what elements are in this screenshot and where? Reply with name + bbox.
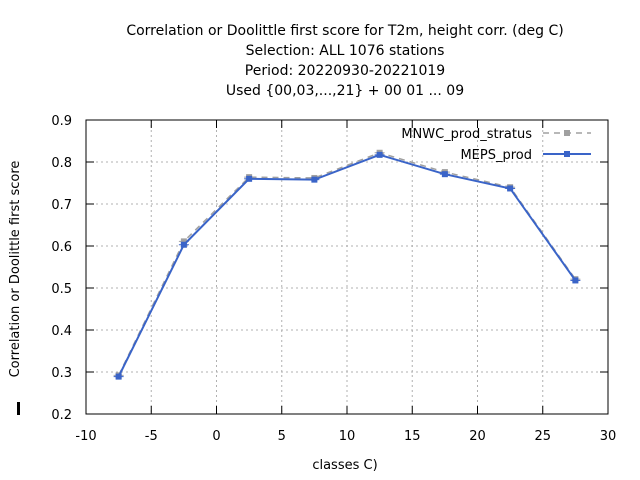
x-tick-label: -5 xyxy=(145,429,158,444)
y-tick-label: 0.7 xyxy=(51,198,72,213)
y-tick-label: 0.6 xyxy=(51,240,72,255)
y-tick-label: 0.2 xyxy=(51,408,72,423)
x-tick-label: 15 xyxy=(404,429,421,444)
series-line xyxy=(117,153,577,378)
x-tick-label: 25 xyxy=(534,429,551,444)
x-tick-label: 5 xyxy=(278,429,286,444)
y-tick-label: 0.5 xyxy=(51,282,72,297)
x-tick-label: 0 xyxy=(212,429,220,444)
legend-label: MEPS_prod xyxy=(460,148,532,163)
title-line: Correlation or Doolittle first score for… xyxy=(126,23,563,39)
x-tick-label: 20 xyxy=(469,429,486,444)
series-line xyxy=(117,151,576,376)
title-line: Used {00,03,...,21} + 00 01 ... 09 xyxy=(226,83,464,99)
y-tick-label: 0.3 xyxy=(51,366,72,381)
y-tick-label: 0.9 xyxy=(51,114,72,129)
legend-marker xyxy=(564,130,570,136)
y-axis-label: Correlation or Doolittle first score xyxy=(8,161,23,378)
x-axis-label: classes C) xyxy=(312,458,377,473)
axis-ticks: -10 -5 0 5 10 15 20 25 30 0.2 0.3 0.4 0.5 0.6 0.7 0.8 0.… xyxy=(51,114,616,444)
x-tick-label: 30 xyxy=(600,429,617,444)
chart-title: Correlation or Doolittle first score for… xyxy=(126,23,563,99)
legend-marker xyxy=(564,151,570,157)
y-axis-marker xyxy=(17,402,20,415)
y-tick-label: 0.8 xyxy=(51,156,72,171)
y-tick-label: 0.4 xyxy=(51,324,72,339)
x-tick-label: -10 xyxy=(75,429,96,444)
legend: MNWC_prod_stratus MEPS_prod xyxy=(401,127,591,163)
series xyxy=(113,149,581,380)
title-line: Selection: ALL 1076 stations xyxy=(246,43,445,59)
grid xyxy=(86,120,608,414)
title-line: Period: 20220930-20221019 xyxy=(245,63,445,79)
x-tick-label: 10 xyxy=(339,429,356,444)
legend-label: MNWC_prod_stratus xyxy=(401,127,532,142)
